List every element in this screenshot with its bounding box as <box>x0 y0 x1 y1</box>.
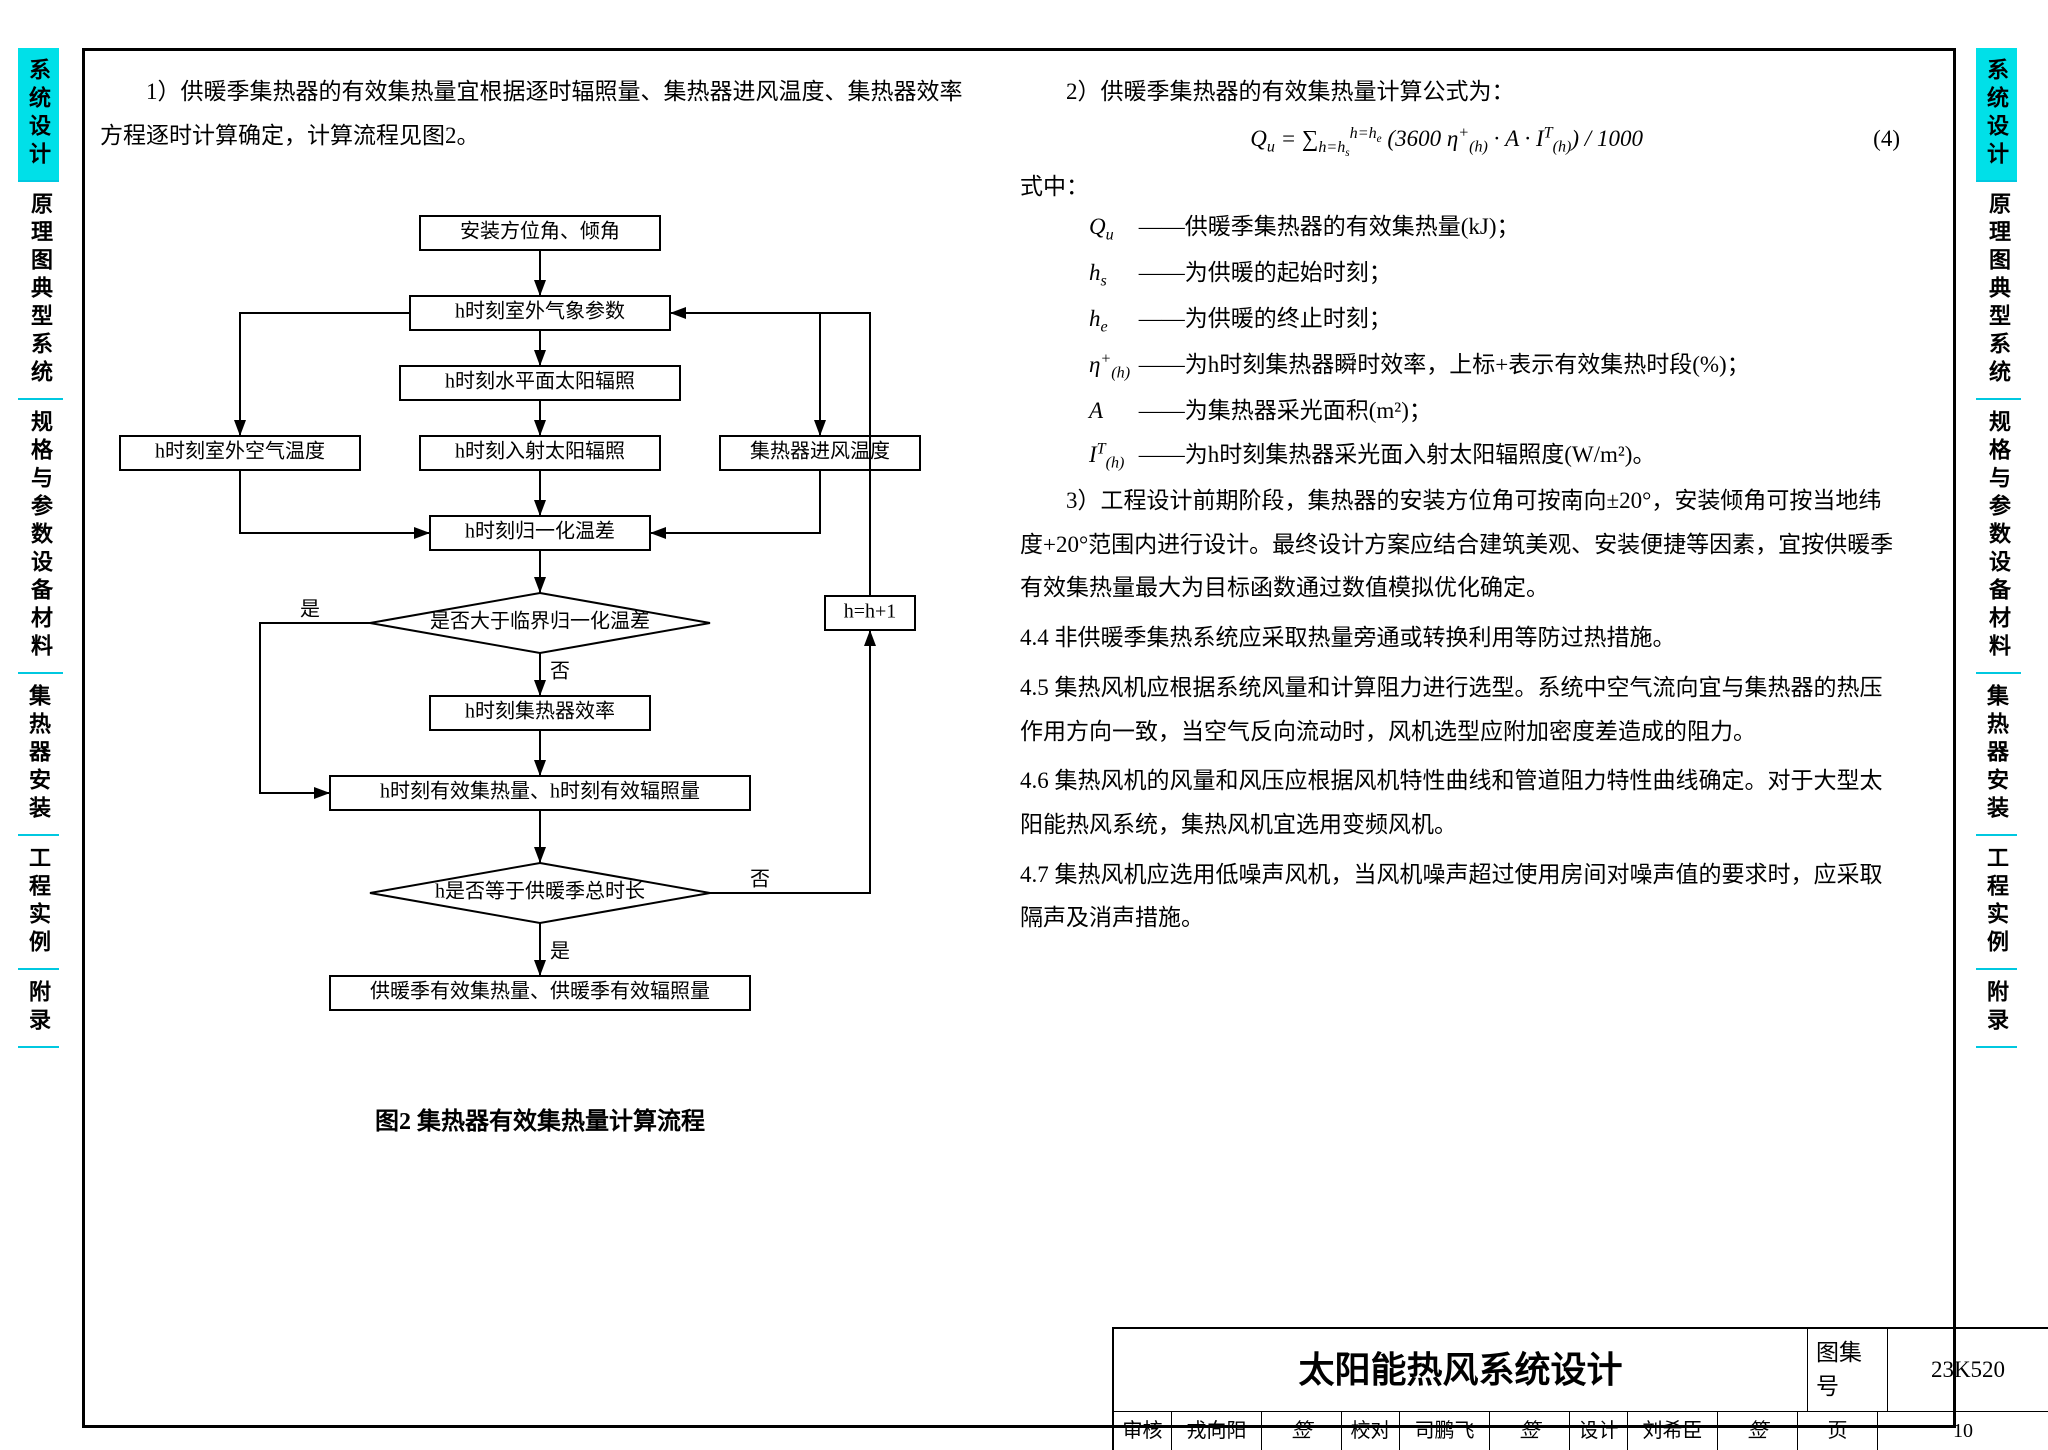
svg-text:h时刻集热器效率: h时刻集热器效率 <box>465 700 615 723</box>
defs-label: 式中： <box>1020 174 1089 199</box>
tab-engineering[interactable]: 工程实例 <box>18 836 59 970</box>
tab-appendix-r[interactable]: 附录 <box>1976 970 2017 1048</box>
svg-text:是: 是 <box>550 941 570 963</box>
svg-text:是: 是 <box>300 599 320 621</box>
side-tabs-left: 系统设计 原理图 典型系统 规格与参数 设备材料 集热器安装 工程实例 附录 <box>18 48 72 1048</box>
tab-engineering-r[interactable]: 工程实例 <box>1976 836 2017 970</box>
design-sign: 签 <box>1718 1412 1798 1450</box>
formula-number: (4) <box>1873 122 1900 157</box>
atlas-number: 23K520 <box>1888 1329 2048 1411</box>
tab-system-design[interactable]: 系统设计 <box>18 48 59 182</box>
tab-sub: 原理图 <box>22 192 59 276</box>
page-label: 页 <box>1798 1412 1878 1450</box>
review-sign: 签 <box>1262 1412 1342 1450</box>
para-3: 3）工程设计前期阶段，集热器的安装方位角可按南向±20°，安装倾角可按当地纬度+… <box>1020 479 1900 610</box>
tab-equipment-r[interactable]: 规格与参数 设备材料 <box>1976 400 2021 674</box>
proof-name: 司鹏飞 <box>1400 1412 1490 1450</box>
formula-4: Qu = ∑h=hsh=he (3600 η+(h) · A · IT(h)) … <box>1020 122 1900 162</box>
svg-text:是否大于临界归一化温差: 是否大于临界归一化温差 <box>430 610 650 633</box>
para-45: 4.5 集热风机应根据系统风量和计算阻力进行选型。系统中空气流向宜与集热器的热压… <box>1020 666 1900 753</box>
right-column: 2）供暖季集热器的有效集热量计算公式为： Qu = ∑h=hsh=he (360… <box>1020 70 1900 1290</box>
para-46: 4.6 集热风机的风量和风压应根据风机特性曲线和管道阻力特性曲线确定。对于大型太… <box>1020 759 1900 846</box>
atlas-label: 图集号 <box>1808 1329 1888 1411</box>
def-line: A ——为集热器采光面积(m²)； <box>1020 389 1900 433</box>
tab-collector-install-r[interactable]: 集热器安装 <box>1976 674 2017 836</box>
tab-main: 设备材料 <box>22 550 59 662</box>
svg-text:否: 否 <box>550 661 570 683</box>
drawing-title: 太阳能热风系统设计 <box>1114 1329 1808 1411</box>
def-line: IT(h) ——为h时刻集热器采光面入射太阳辐照度(W/m²)。 <box>1020 433 1900 479</box>
flowchart-caption: 图2 集热器有效集热量计算流程 <box>100 1104 980 1140</box>
svg-text:h=h+1: h=h+1 <box>844 601 897 623</box>
review-name: 戎向阳 <box>1172 1412 1262 1450</box>
para-2-intro: 2）供暖季集热器的有效集热量计算公式为： <box>1020 70 1900 114</box>
def-line: he ——为供暖的终止时刻； <box>1020 297 1900 343</box>
def-line: hs ——为供暖的起始时刻； <box>1020 251 1900 297</box>
para-44: 4.4 非供暖季集热系统应采取热量旁通或转换利用等防过热措施。 <box>1020 616 1900 660</box>
tab-typical-system-r[interactable]: 原理图 典型系统 <box>1976 182 2021 400</box>
title-block: 太阳能热风系统设计 图集号 23K520 审核 戎向阳 签 校对 司鹏飞 签 设… <box>1112 1327 2048 1450</box>
tab-system-design-r[interactable]: 系统设计 <box>1976 48 2017 182</box>
svg-text:h时刻水平面太阳辐照: h时刻水平面太阳辐照 <box>445 370 635 393</box>
left-column: 1）供暖季集热器的有效集热量宜根据逐时辐照量、集热器进风温度、集热器效率方程逐时… <box>100 70 980 1290</box>
side-tabs-right: 系统设计 原理图 典型系统 规格与参数 设备材料 集热器安装 工程实例 附录 <box>1976 48 2030 1048</box>
def-line: Qu ——供暖季集热器的有效集热量(kJ)； <box>1020 205 1900 251</box>
definitions: 式中： Qu ——供暖季集热器的有效集热量(kJ)；hs ——为供暖的起始时刻；… <box>1020 170 1900 479</box>
tab-sub: 规格与参数 <box>22 410 59 550</box>
def-line: η+(h) ——为h时刻集热器瞬时效率，上标+表示有效集热时段(%)； <box>1020 343 1900 389</box>
tab-main: 典型系统 <box>22 276 59 388</box>
flowchart: 安装方位角、倾角 h时刻室外气象参数 h时刻水平面太阳辐照 h时刻室外空气温度 h时刻入… <box>100 163 980 1083</box>
svg-text:h时刻归一化温差: h时刻归一化温差 <box>465 520 615 543</box>
svg-text:h是否等于供暖季总时长: h是否等于供暖季总时长 <box>435 880 645 903</box>
svg-text:供暖季有效集热量、供暖季有效辐照量: 供暖季有效集热量、供暖季有效辐照量 <box>370 980 710 1003</box>
tab-typical-system[interactable]: 原理图 典型系统 <box>18 182 63 400</box>
para-1: 1）供暖季集热器的有效集热量宜根据逐时辐照量、集热器进风温度、集热器效率方程逐时… <box>100 70 980 157</box>
content-area: 1）供暖季集热器的有效集热量宜根据逐时辐照量、集热器进风温度、集热器效率方程逐时… <box>100 70 1940 1290</box>
proof-sign: 签 <box>1490 1412 1570 1450</box>
svg-text:安装方位角、倾角: 安装方位角、倾角 <box>460 220 620 243</box>
para-47: 4.7 集热风机应选用低噪声风机，当风机噪声超过使用房间对噪声值的要求时，应采取… <box>1020 853 1900 940</box>
svg-text:h时刻有效集热量、h时刻有效辐照量: h时刻有效集热量、h时刻有效辐照量 <box>380 780 700 803</box>
review-label: 审核 <box>1114 1412 1172 1450</box>
page-number: 10 <box>1878 1412 2048 1450</box>
svg-text:h时刻室外气象参数: h时刻室外气象参数 <box>455 300 625 323</box>
design-label: 设计 <box>1570 1412 1628 1450</box>
design-name: 刘希臣 <box>1628 1412 1718 1450</box>
svg-text:h时刻入射太阳辐照: h时刻入射太阳辐照 <box>455 440 625 463</box>
tab-collector-install[interactable]: 集热器安装 <box>18 674 59 836</box>
proof-label: 校对 <box>1342 1412 1400 1450</box>
tab-equipment[interactable]: 规格与参数 设备材料 <box>18 400 63 674</box>
svg-text:否: 否 <box>750 869 770 891</box>
tab-appendix[interactable]: 附录 <box>18 970 59 1048</box>
svg-text:h时刻室外空气温度: h时刻室外空气温度 <box>155 440 325 463</box>
